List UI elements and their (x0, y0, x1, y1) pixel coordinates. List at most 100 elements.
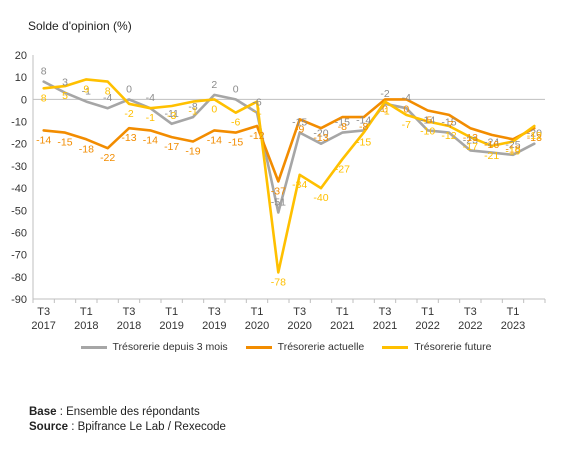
data-label-series-3: 9 (83, 83, 89, 95)
legend-swatch-orange (245, 345, 272, 349)
y-tick-label: -40 (11, 183, 27, 195)
x-tick-label-quarter: T3 (123, 306, 136, 318)
data-label-series-1: -8 (188, 101, 197, 113)
data-label-series-2: -18 (79, 143, 94, 155)
y-tick-label: -10 (11, 117, 27, 129)
x-tick-label-quarter: T3 (37, 306, 50, 318)
x-tick-label-quarter: T1 (80, 306, 93, 318)
data-label-series-3: -40 (313, 192, 328, 204)
series-line-3 (42, 78, 536, 274)
data-label-series-3: -34 (292, 179, 307, 191)
x-tick-label-year: 2019 (202, 320, 226, 332)
data-label-series-1: 2 (211, 79, 217, 91)
data-label-series-3: -17 (463, 141, 478, 153)
x-tick-label-year: 2022 (415, 320, 439, 332)
data-label-series-3: 8 (105, 86, 111, 98)
data-label-series-1: -1 (82, 86, 91, 98)
data-label-series-1: -11 (164, 108, 179, 120)
series-lines (42, 78, 536, 274)
legend-label: Trésorerie actuelle (277, 341, 365, 353)
base-note: Base : Ensemble des répondants (29, 405, 226, 420)
data-label-series-1: -6 (252, 97, 261, 109)
data-label-series-1: -24 (484, 137, 499, 149)
data-label-series-2: -16 (484, 139, 499, 151)
data-label-series-3: 8 (41, 92, 47, 104)
base-text: : Ensemble des répondants (56, 406, 200, 418)
legend-label: Trésorerie depuis 3 mois (112, 341, 228, 353)
y-tick-label: -30 (11, 161, 27, 173)
data-label-series-2: -13 (121, 132, 136, 144)
data-label-series-3: -1 (146, 112, 155, 124)
data-label-series-1: 3 (62, 77, 68, 89)
x-tick-label-year: 2021 (373, 320, 397, 332)
data-label-series-3: -12 (527, 130, 542, 142)
x-tick-label-quarter: T3 (464, 306, 477, 318)
x-tick-label-year: 2019 (159, 320, 183, 332)
data-label-series-3: 5 (62, 90, 68, 102)
x-tick-label-year: 2021 (330, 320, 354, 332)
y-tick-label: 0 (21, 94, 27, 106)
source-label: Source (29, 421, 68, 433)
x-tick-label-quarter: T1 (421, 306, 434, 318)
data-label-series-1: -4 (103, 92, 112, 104)
x-tick-label-quarter: T1 (336, 306, 349, 318)
x-tick-label-quarter: T3 (293, 306, 306, 318)
x-tick-label-year: 2017 (31, 320, 55, 332)
y-tick-label: -80 (11, 272, 27, 284)
legend-swatch-yellow (382, 345, 409, 349)
data-label-series-3: -1 (188, 106, 197, 118)
data-label-series-3: -27 (335, 163, 350, 175)
y-tick-label: -90 (11, 294, 27, 306)
data-label-series-1: -2 (380, 88, 389, 100)
data-label-series-3: -1 (252, 106, 261, 118)
y-axis-title: Solde d'opinion (%) (28, 19, 132, 33)
source-text: : Bpifrance Le Lab / Rexecode (68, 421, 226, 433)
series-line-2 (42, 98, 536, 183)
data-label-series-3: -1 (380, 106, 389, 118)
data-label-series-2: -14 (207, 134, 222, 146)
x-tick-label-quarter: T3 (208, 306, 221, 318)
legend-item-actuelle: Trésorerie actuelle (245, 341, 365, 353)
data-label-series-2: -8 (359, 121, 368, 133)
y-tick-label: 20 (15, 50, 27, 62)
data-label-series-2: -37 (271, 185, 286, 197)
data-label-series-3: -21 (484, 150, 499, 162)
y-tick-label: -60 (11, 227, 27, 239)
data-label-series-2: -9 (295, 123, 304, 135)
x-tick-label-year: 2023 (501, 320, 525, 332)
x-tick-label-quarter: T1 (507, 306, 520, 318)
data-label-series-2: -5 (423, 114, 432, 126)
legend-item-future: Trésorerie future (382, 341, 491, 353)
data-label-series-2: -17 (164, 141, 179, 153)
data-label-series-2: -13 (527, 132, 542, 144)
data-label-series-2: 0 (403, 103, 409, 115)
data-label-series-1: -20 (313, 128, 328, 140)
y-tick-label: -70 (11, 250, 27, 262)
data-label-series-1: -4 (402, 92, 411, 104)
data-label-series-3: -3 (167, 110, 176, 122)
x-tick-label-year: 2022 (458, 320, 482, 332)
base-label: Base (29, 406, 57, 418)
data-label-series-3: -6 (231, 117, 240, 129)
x-tick-label-year: 2018 (74, 320, 98, 332)
data-label-series-1: -14 (420, 114, 435, 126)
legend-swatch-grey (80, 345, 107, 349)
x-axis: T3 2017 T1 2018 T3 2018 T1 2019 T3 2019 T1 2020 T3 20… (31, 98, 546, 332)
data-label-series-2: -13 (313, 132, 328, 144)
data-label-series-1: -23 (463, 134, 478, 146)
data-label-series-1: 8 (41, 66, 47, 78)
footnotes: Base : Ensemble des répondants Source : … (29, 405, 226, 435)
x-tick-label-quarter: T1 (251, 306, 264, 318)
data-label-series-1: -51 (271, 196, 286, 208)
x-tick-label-quarter: T3 (379, 306, 392, 318)
data-label-series-3: -78 (271, 276, 286, 288)
data-label-series-2: -13 (463, 132, 478, 144)
data-label-series-1: 0 (126, 83, 132, 95)
data-label-series-3: -19 (505, 146, 520, 158)
x-tick-label-year: 2018 (117, 320, 141, 332)
data-label-series-2: 0 (382, 103, 388, 115)
x-tick-label-year: 2020 (245, 320, 269, 332)
legend-item-3-mois: Trésorerie depuis 3 mois (80, 341, 228, 353)
y-tick-label: -50 (11, 205, 27, 217)
